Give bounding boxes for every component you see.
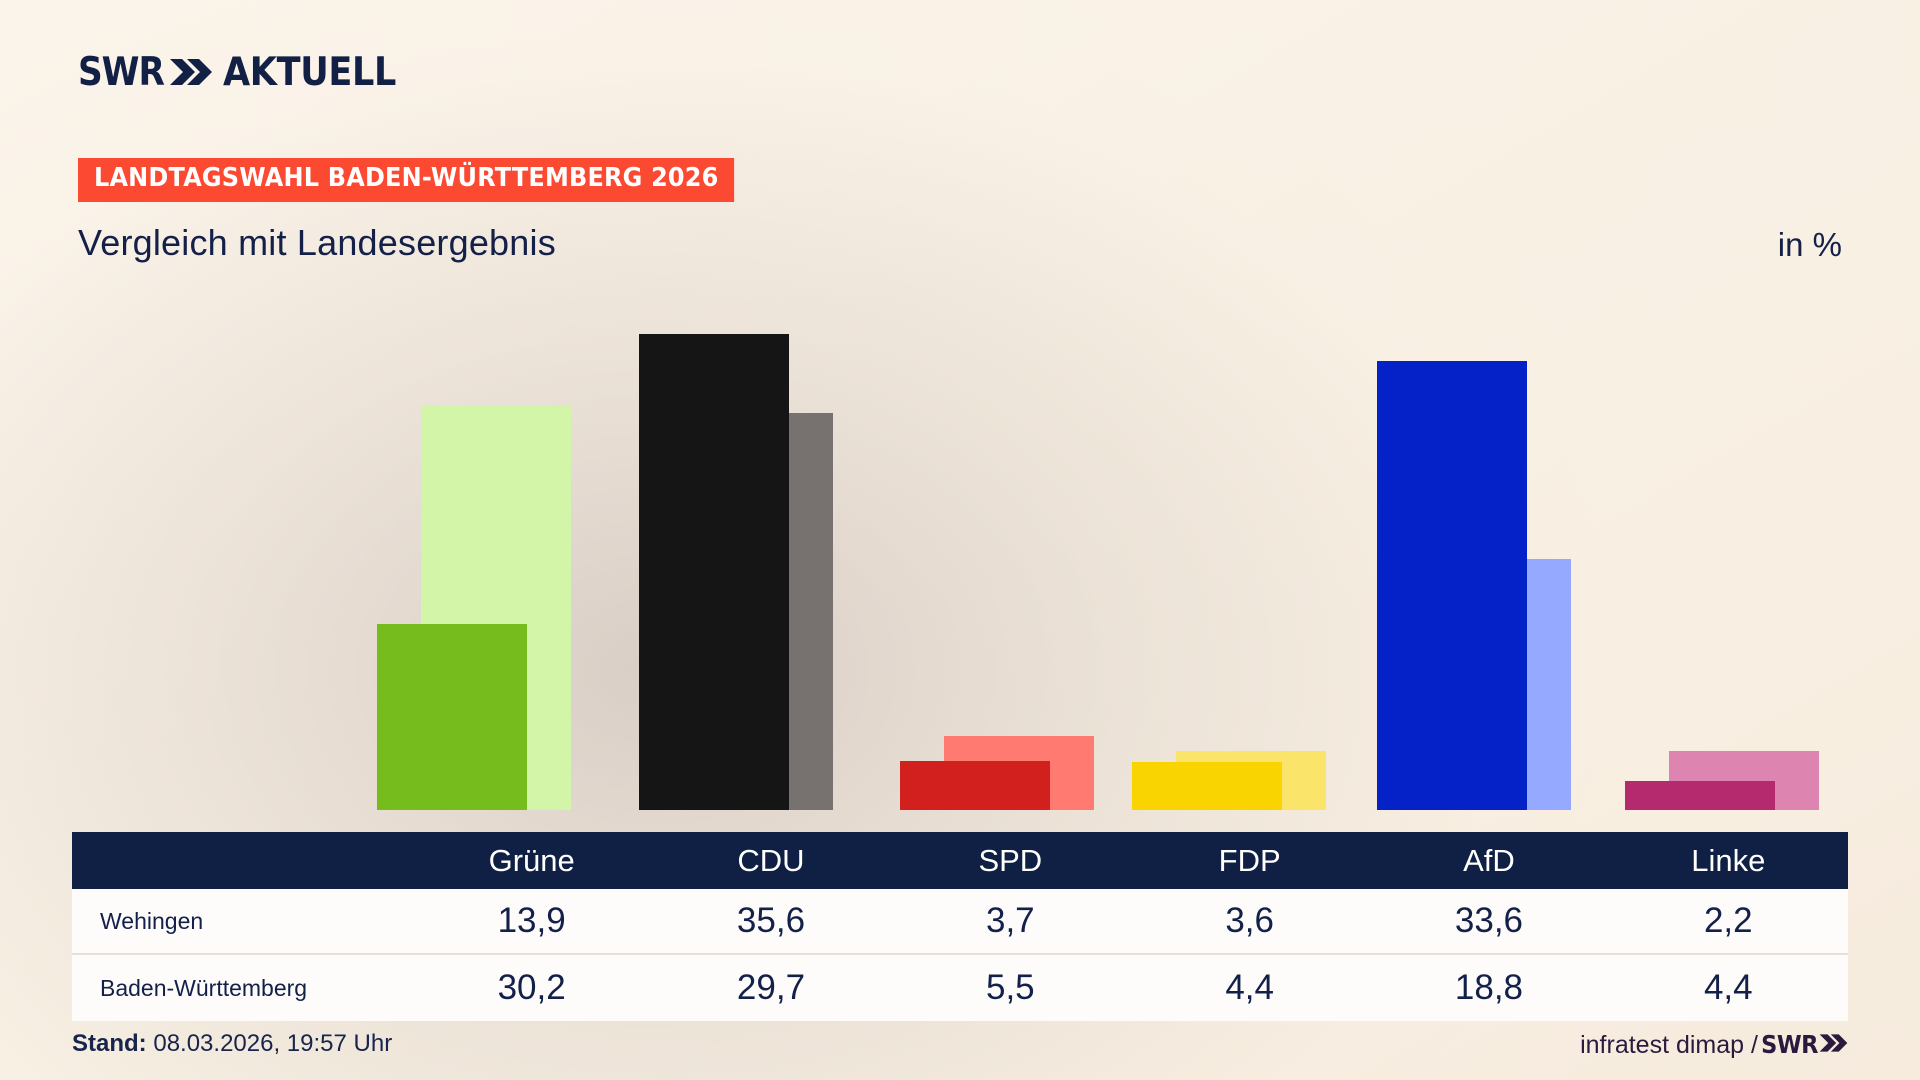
bar-grüne-wehingen: [377, 624, 527, 810]
table-cell-afd: 18,8: [1454, 968, 1524, 1007]
swr-aktuell-logo: SWR AKTUELL: [78, 48, 415, 96]
table-header-fdp: FDP: [1218, 842, 1281, 878]
table-header-afd: AfD: [1463, 842, 1515, 878]
timestamp-value: 08.03.2026, 19:57 Uhr: [153, 1030, 393, 1057]
logo-aktuell-text: AKTUELL: [222, 49, 396, 95]
table-cell-cdu: 29,7: [736, 968, 806, 1007]
bar-group-grüne: [377, 0, 571, 810]
bar-afd-wehingen: [1377, 360, 1527, 810]
bar-group-fdp: [1132, 0, 1326, 810]
timestamp-label: Stand:: [72, 1030, 147, 1057]
bar-fdp-wehingen: [1132, 761, 1282, 810]
table-cell-fdp: 4,4: [1225, 968, 1274, 1007]
results-table: Grüne CDU SPD FDP AfD Linke Wehingen 13,9 35,6 3…: [72, 832, 1848, 1021]
table-body: Wehingen 13,9 35,6 3,7 3,6 33,6 2,2 Baden-Württ…: [72, 889, 1848, 1021]
table-cell-spd: 3,7: [985, 901, 1035, 940]
table-cell-grüne: 13,9: [497, 901, 566, 940]
table-cell-fdp: 3,6: [1225, 901, 1274, 940]
bar-cdu-wehingen: [639, 334, 789, 810]
table-cell-cdu: 35,6: [736, 901, 806, 940]
chart-unit-label: in %: [1777, 226, 1842, 263]
table-cell-afd: 33,6: [1454, 901, 1524, 940]
bar-group-linke: [1625, 0, 1819, 810]
table-header-cdu: CDU: [737, 842, 805, 878]
source-swr-text: SWR: [1761, 1030, 1818, 1059]
table-row-label: Baden-Württemberg: [100, 974, 308, 1001]
table-cell-grüne: 30,2: [497, 968, 566, 1007]
table-cell-linke: 2,2: [1703, 901, 1753, 940]
table-header-spd: SPD: [978, 842, 1043, 878]
source-name: infratest dimap /: [1580, 1031, 1758, 1059]
source-credit: infratest dimap / SWR: [1580, 1030, 1848, 1060]
table-header-row: Grüne CDU SPD FDP AfD Linke: [72, 832, 1848, 889]
table-header-linke: Linke: [1691, 842, 1766, 878]
table-cell-spd: 5,5: [985, 968, 1035, 1007]
election-eyebrow-badge: LANDTAGSWAHL BADEN-WÜRTTEMBERG 2026: [78, 158, 735, 202]
double-chevron-right-icon: [1819, 1031, 1848, 1060]
table-header-grüne: Grüne: [488, 842, 575, 878]
bar-spd-wehingen: [900, 760, 1050, 810]
table-row-label: Wehingen: [100, 907, 204, 934]
bar-group-cdu: [639, 0, 833, 810]
table-row: Wehingen 13,9 35,6 3,7 3,6 33,6 2,2: [72, 889, 1848, 955]
double-chevron-right-icon: [169, 57, 213, 87]
bar-group-spd: [900, 0, 1094, 810]
bar-linke-wehingen: [1625, 780, 1775, 810]
table-row: Baden-Württemberg 30,2 29,7 5,5 4,4 18,8 4,4: [72, 955, 1848, 1021]
table-cell-linke: 4,4: [1703, 968, 1753, 1007]
bar-group-afd: [1377, 0, 1571, 810]
logo-swr-text: SWR: [78, 49, 165, 95]
bar-chart: [377, 0, 1819, 810]
chart-subtitle: Vergleich mit Landesergebnis: [78, 222, 556, 263]
timestamp: Stand: 08.03.2026, 19:57 Uhr: [72, 1030, 392, 1058]
